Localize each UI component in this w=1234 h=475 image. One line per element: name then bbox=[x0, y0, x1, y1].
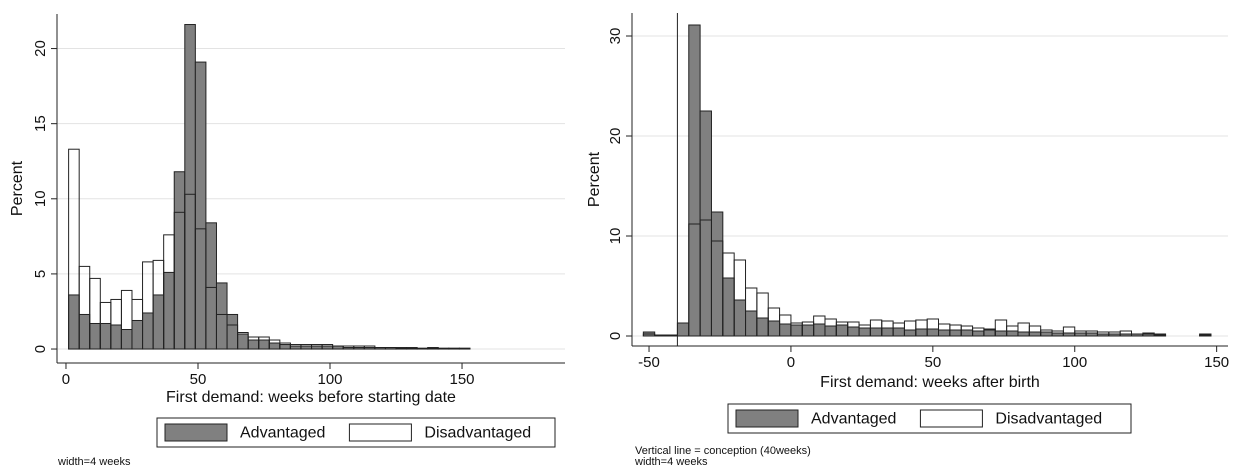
bar bbox=[949, 329, 962, 337]
bar bbox=[813, 323, 826, 337]
bar bbox=[226, 313, 239, 350]
bar bbox=[983, 329, 996, 337]
bar bbox=[869, 327, 883, 337]
bar bbox=[152, 294, 165, 350]
bar bbox=[824, 325, 837, 337]
bar bbox=[184, 24, 196, 350]
bar bbox=[68, 148, 80, 350]
bar bbox=[745, 310, 758, 337]
y-tick-label: 20 bbox=[607, 128, 624, 145]
x-axis-title: First demand: weeks after birth bbox=[820, 374, 1040, 391]
bar bbox=[903, 329, 917, 337]
bar bbox=[110, 324, 122, 350]
y-tick-label: 30 bbox=[607, 28, 624, 45]
y-tick-label: 10 bbox=[607, 228, 624, 245]
bar bbox=[960, 329, 974, 337]
bar bbox=[448, 347, 460, 350]
y-tick-label: 10 bbox=[32, 190, 49, 207]
legend-label: Advantaged bbox=[811, 411, 896, 428]
bar bbox=[710, 211, 724, 337]
bar bbox=[847, 326, 860, 337]
y-tick-label: 0 bbox=[607, 332, 624, 340]
bar bbox=[268, 342, 281, 350]
x-tick-label: 100 bbox=[317, 371, 342, 388]
bar bbox=[733, 299, 747, 337]
x-tick-label: -50 bbox=[638, 354, 660, 371]
bar bbox=[258, 339, 270, 350]
bar bbox=[858, 327, 871, 337]
x-axis-title: First demand: weeks before starting date bbox=[166, 389, 456, 406]
legend-swatch bbox=[735, 409, 799, 428]
bar bbox=[801, 324, 815, 337]
y-axis-title: Percent bbox=[9, 160, 26, 216]
bar bbox=[1040, 331, 1053, 337]
x-tick-label: 50 bbox=[190, 371, 207, 388]
y-tick-label: 5 bbox=[32, 270, 49, 278]
legend-label: Advantaged bbox=[240, 425, 325, 442]
legend-swatch bbox=[919, 409, 983, 428]
bar bbox=[926, 328, 940, 337]
bar bbox=[416, 347, 429, 350]
bar bbox=[654, 334, 667, 337]
bar bbox=[458, 347, 471, 350]
bar bbox=[205, 222, 217, 350]
bar bbox=[994, 330, 1008, 337]
bar bbox=[779, 323, 792, 337]
bar bbox=[131, 319, 144, 350]
x-tick-label: 0 bbox=[62, 371, 70, 388]
bar bbox=[1153, 333, 1167, 337]
legend-swatch bbox=[164, 423, 228, 442]
bar bbox=[972, 330, 985, 337]
bar bbox=[1017, 331, 1030, 337]
bar bbox=[938, 329, 951, 337]
bar bbox=[99, 322, 112, 350]
x-tick-label: 100 bbox=[1062, 354, 1087, 371]
legend: Advantaged Disadvantaged bbox=[727, 403, 1132, 434]
y-tick-label: 0 bbox=[32, 345, 49, 353]
bar bbox=[1199, 334, 1212, 337]
bar bbox=[722, 277, 735, 337]
bar bbox=[247, 339, 260, 350]
bar bbox=[790, 324, 803, 337]
bar bbox=[699, 110, 712, 337]
bar bbox=[173, 171, 186, 350]
bar bbox=[767, 320, 781, 337]
bar bbox=[892, 327, 905, 337]
bar bbox=[163, 271, 175, 350]
bar bbox=[835, 324, 849, 337]
bar bbox=[215, 282, 228, 350]
legend-swatch bbox=[348, 423, 412, 442]
y-tick-label: 20 bbox=[32, 40, 49, 57]
x-tick-label: 150 bbox=[1204, 354, 1229, 371]
bar bbox=[237, 333, 249, 350]
bar bbox=[78, 313, 91, 350]
x-tick-label: 0 bbox=[787, 354, 795, 371]
legend-label: Disadvantaged bbox=[995, 411, 1102, 428]
legend-label: Disadvantaged bbox=[424, 425, 531, 442]
bar bbox=[881, 327, 894, 337]
y-axis-title: Percent bbox=[586, 151, 603, 207]
y-tick-label: 15 bbox=[32, 115, 49, 132]
bar bbox=[915, 328, 928, 337]
bar bbox=[120, 328, 133, 350]
bar bbox=[756, 317, 769, 337]
x-tick-label: 50 bbox=[924, 354, 941, 371]
note: Vertical line = conception (40weeks) bbox=[635, 445, 811, 457]
bar bbox=[437, 347, 450, 350]
note: width=4 weeks bbox=[57, 456, 131, 468]
bar bbox=[194, 61, 207, 350]
legend: Advantaged Disadvantaged bbox=[156, 417, 556, 448]
bar bbox=[665, 334, 678, 337]
bar bbox=[1028, 331, 1042, 337]
bar bbox=[1006, 330, 1019, 337]
bar bbox=[688, 24, 701, 337]
x-tick-label: 150 bbox=[450, 371, 475, 388]
bar bbox=[68, 294, 80, 350]
bar bbox=[142, 312, 154, 350]
note: width=4 weeks bbox=[634, 456, 708, 468]
bar bbox=[279, 344, 291, 350]
bar bbox=[676, 322, 690, 337]
bar bbox=[89, 322, 101, 350]
